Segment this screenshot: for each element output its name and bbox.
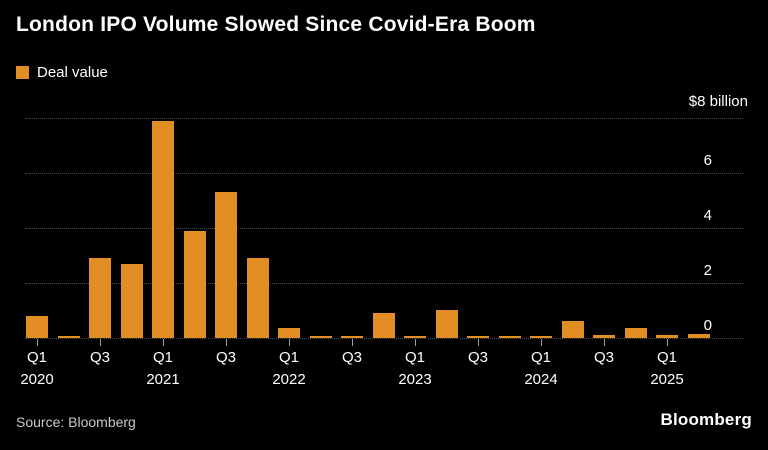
x-axis-year-label: 2020 — [20, 371, 54, 388]
bar — [372, 313, 395, 338]
bar — [656, 335, 678, 338]
bar — [687, 334, 710, 338]
x-axis-quarter-label: Q1 — [26, 349, 48, 366]
chart-title: London IPO Volume Slowed Since Covid-Era… — [16, 13, 536, 36]
x-axis-tick — [37, 339, 38, 346]
gridline — [25, 228, 743, 229]
y-axis-unit-label: $8 billion — [688, 93, 748, 110]
bar — [246, 258, 269, 338]
legend-swatch-icon — [16, 66, 29, 79]
x-axis-quarter-label: Q3 — [593, 349, 615, 366]
x-axis-quarter-label: Q1 — [278, 349, 300, 366]
bar — [593, 335, 615, 338]
bar — [624, 328, 647, 338]
bar — [278, 328, 300, 338]
bar — [530, 336, 552, 338]
bloomberg-logo: Bloomberg — [660, 410, 752, 429]
x-axis-tick — [541, 339, 542, 346]
bar — [183, 231, 206, 338]
bar — [467, 336, 489, 338]
gridline — [25, 283, 743, 284]
bar — [89, 258, 111, 338]
bar — [26, 316, 48, 338]
legend: Deal value — [16, 64, 108, 81]
bar — [404, 336, 426, 338]
source-text: Source: Bloomberg — [16, 414, 136, 430]
bar — [435, 310, 458, 338]
x-axis-tick — [478, 339, 479, 346]
x-axis-quarter-label: Q1 — [530, 349, 552, 366]
bar — [120, 264, 143, 338]
x-axis-quarter-label: Q3 — [89, 349, 111, 366]
y-axis-tick-label: 2 — [703, 262, 712, 279]
gridline — [25, 173, 743, 174]
x-axis-tick — [163, 339, 164, 346]
x-axis-quarter-label: Q1 — [152, 349, 174, 366]
x-axis-quarter-label: Q1 — [404, 349, 426, 366]
x-axis-year-label: 2025 — [650, 371, 684, 388]
x-axis-tick — [289, 339, 290, 346]
bar — [561, 321, 584, 338]
bar — [309, 336, 332, 338]
x-axis-quarter-label: Q3 — [341, 349, 363, 366]
x-axis-year-label: 2024 — [524, 371, 558, 388]
x-axis-tick — [100, 339, 101, 346]
x-axis-tick — [352, 339, 353, 346]
x-axis-tick — [604, 339, 605, 346]
legend-label: Deal value — [37, 64, 108, 81]
x-axis-quarter-label: Q1 — [656, 349, 678, 366]
x-axis-tick — [667, 339, 668, 346]
bar — [152, 121, 174, 338]
x-axis-quarter-label: Q3 — [215, 349, 237, 366]
y-axis-tick-label: 0 — [703, 317, 712, 334]
bar — [341, 336, 363, 338]
x-axis-quarter-label: Q3 — [467, 349, 489, 366]
x-axis-tick — [415, 339, 416, 346]
gridline — [25, 338, 743, 339]
x-axis-tick — [226, 339, 227, 346]
x-axis-year-label: 2023 — [398, 371, 432, 388]
y-axis-tick-label: 6 — [703, 152, 712, 169]
y-axis-tick-label: 4 — [703, 207, 712, 224]
gridline — [25, 118, 743, 119]
bar — [498, 336, 521, 338]
x-axis-year-label: 2022 — [272, 371, 306, 388]
bar — [57, 336, 80, 338]
x-axis-year-label: 2021 — [146, 371, 180, 388]
bar — [215, 192, 237, 338]
